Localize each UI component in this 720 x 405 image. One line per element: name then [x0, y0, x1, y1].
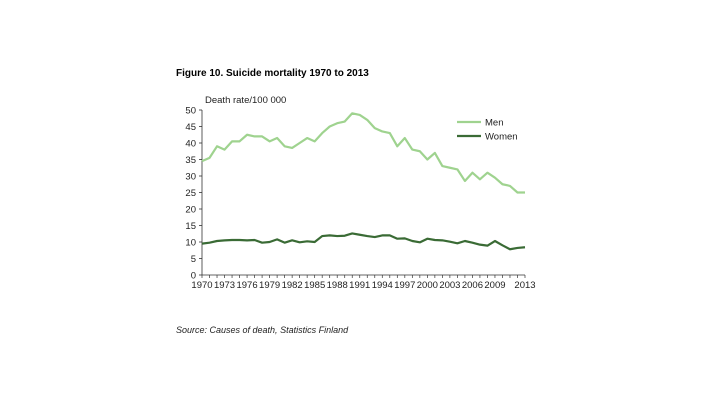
x-tick-label: 1976	[236, 280, 257, 291]
y-tick-label: 30	[185, 172, 196, 183]
y-tick-label: 0	[191, 271, 196, 282]
x-tick-label: 1988	[327, 280, 348, 291]
y-tick-label: 50	[185, 106, 196, 117]
x-tick-label: 1985	[304, 280, 325, 291]
y-axis-label: Death rate/100 000	[205, 95, 286, 106]
x-tick-label: 1991	[349, 280, 370, 291]
y-tick-label: 45	[185, 122, 196, 133]
x-tick-label: 1970	[191, 280, 212, 291]
legend-label-women: Women	[485, 132, 518, 143]
legend-label-men: Men	[485, 118, 503, 129]
x-tick-label: 1997	[394, 280, 415, 291]
y-tick-label: 10	[185, 238, 196, 249]
x-tick-label: 2003	[439, 280, 460, 291]
y-tick-label: 25	[185, 188, 196, 199]
y-tick-label: 35	[185, 155, 196, 166]
x-tick-label: 2000	[417, 280, 438, 291]
series-line-women	[201, 232, 526, 251]
y-tick-label: 20	[185, 205, 196, 216]
x-tick-label: 1979	[259, 280, 280, 291]
source-note: Source: Causes of death, Statistics Finl…	[176, 325, 349, 335]
chart-legend: Men Women	[457, 118, 518, 143]
y-tick-label: 5	[191, 254, 196, 265]
x-tick-label: 1982	[282, 280, 303, 291]
y-tick-label: 40	[185, 139, 196, 150]
x-tick-label: 2013	[514, 280, 535, 291]
x-tick-label: 2006	[462, 280, 483, 291]
x-tick-label: 2009	[484, 280, 505, 291]
x-tick-label: 1973	[214, 280, 235, 291]
chart-axes: 0 5 10 15 20 25 30 35 40 45 50 1970 1973 1976 1979 1982…	[185, 106, 535, 292]
y-tick-label: 15	[185, 221, 196, 232]
chart-lines	[201, 112, 526, 251]
x-tick-label: 1994	[372, 280, 393, 291]
figure-title: Figure 10. Suicide mortality 1970 to 201…	[176, 68, 369, 79]
series-line-men	[201, 112, 525, 194]
